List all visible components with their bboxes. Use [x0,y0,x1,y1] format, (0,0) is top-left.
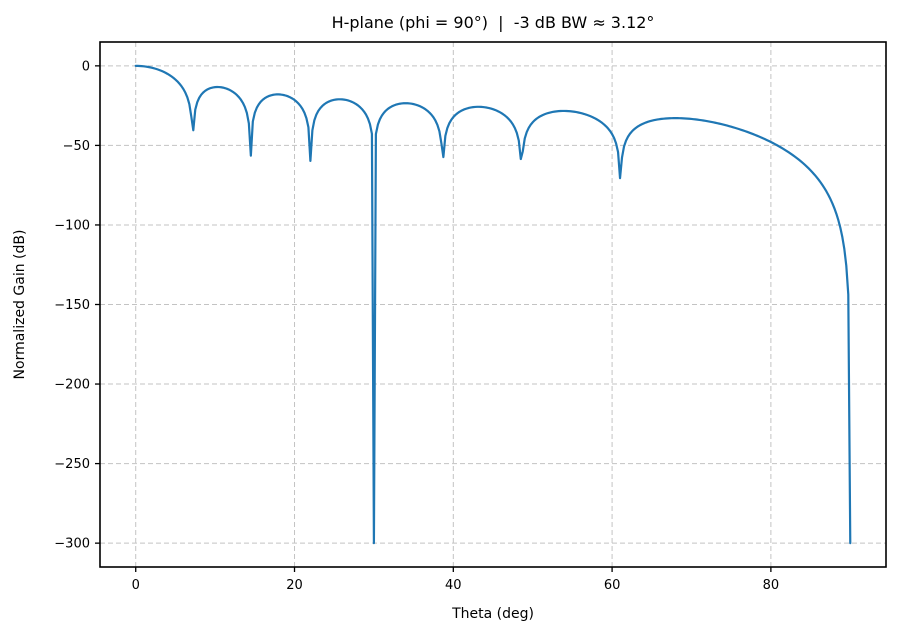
y-tick-label: 0 [82,59,90,74]
chart-title: H-plane (phi = 90°) | -3 dB BW ≈ 3.12° [332,13,655,32]
x-tick-label: 20 [286,578,303,593]
y-tick-label: −250 [54,457,90,472]
x-tick-label: 0 [132,578,140,593]
axis-ticks: 0 20 40 60 80 0 −50 −100 −150 −200 −250 −300 [54,59,779,593]
y-tick-label: −150 [54,298,90,313]
y-tick-label: −50 [63,139,90,154]
x-tick-label: 60 [604,578,621,593]
y-axis-label: Normalized Gain (dB) [12,230,28,380]
grid-lines [100,42,886,567]
gain-curve [134,64,852,545]
x-tick-label: 40 [445,578,462,593]
y-tick-label: −200 [54,378,90,393]
x-tick-label: 80 [763,578,780,593]
x-axis-label: Theta (deg) [451,606,534,622]
y-tick-label: −300 [54,537,90,552]
axes-spines [99,41,887,568]
y-tick-label: −100 [54,218,90,233]
